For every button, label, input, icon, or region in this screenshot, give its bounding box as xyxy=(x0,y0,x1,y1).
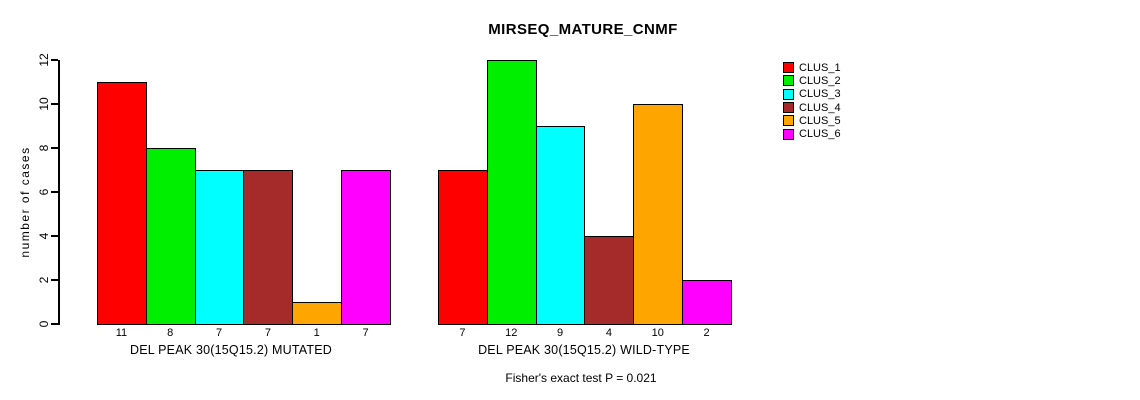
legend-item-clus_3: CLUS_3 xyxy=(783,88,841,101)
y-tick-mark xyxy=(51,191,58,193)
legend-item-label: CLUS_3 xyxy=(799,88,841,101)
bar-clus_2-mutated xyxy=(145,148,196,326)
bar-value-label-mutated-1: 11 xyxy=(115,327,128,339)
bar-value-label-wildtype-6: 2 xyxy=(703,327,710,339)
bar-value-label-mutated-6: 7 xyxy=(362,327,369,339)
bar-clus_6-wildtype xyxy=(682,280,732,326)
y-tick-mark xyxy=(51,103,58,105)
bar-value-label-mutated-3: 7 xyxy=(216,327,223,339)
bar-clus_2-wildtype xyxy=(486,60,537,326)
legend-item-label: CLUS_4 xyxy=(799,101,841,114)
legend-item-clus_6: CLUS_6 xyxy=(783,127,841,140)
legend-item-clus_1: CLUS_1 xyxy=(783,61,841,74)
legend-item-label: CLUS_6 xyxy=(799,128,841,141)
bar-clus_3-mutated xyxy=(194,170,245,326)
y-tick-mark xyxy=(51,323,58,325)
bar-clus_3-wildtype xyxy=(535,126,586,326)
y-tick-mark xyxy=(51,59,58,61)
bar-value-label-wildtype-3: 9 xyxy=(557,327,564,339)
chart-title: MIRSEQ_MATURE_CNMF xyxy=(488,21,678,38)
bar-clus_1-wildtype xyxy=(438,170,488,326)
y-tick-mark xyxy=(51,235,58,237)
legend-swatch-icon xyxy=(783,102,794,114)
y-tick-mark xyxy=(51,279,58,281)
legend-swatch-icon xyxy=(783,88,794,100)
bar-value-label-mutated-4: 7 xyxy=(264,327,271,339)
bar-value-label-mutated-2: 8 xyxy=(167,327,174,339)
bar-clus_1-mutated xyxy=(97,82,147,326)
legend-item-label: CLUS_1 xyxy=(799,61,841,74)
y-tick-mark xyxy=(51,147,58,149)
bar-value-label-wildtype-5: 10 xyxy=(651,327,664,339)
bar-value-label-mutated-5: 1 xyxy=(313,327,320,339)
group-label-wildtype: DEL PEAK 30(15Q15.2) WILD-TYPE xyxy=(478,343,690,357)
fisher-test-annotation: Fisher's exact test P = 0.021 xyxy=(505,371,657,385)
bar-clus_5-wildtype xyxy=(633,104,684,326)
legend-swatch-icon xyxy=(783,62,794,74)
legend: CLUS_1 CLUS_2 CLUS_3 CLUS_4 CLUS_5 CLUS_6 xyxy=(783,61,841,141)
bar-value-label-wildtype-2: 12 xyxy=(505,327,518,339)
legend-item-label: CLUS_2 xyxy=(799,74,841,87)
bar-value-label-wildtype-1: 7 xyxy=(459,327,466,339)
legend-swatch-icon xyxy=(783,75,794,87)
legend-item-clus_4: CLUS_4 xyxy=(783,101,841,114)
legend-item-clus_2: CLUS_2 xyxy=(783,74,841,87)
bar-clus_4-wildtype xyxy=(584,236,635,326)
bar-value-label-wildtype-4: 4 xyxy=(605,327,612,339)
legend-swatch-icon xyxy=(783,115,794,127)
bar-clus_6-mutated xyxy=(341,170,391,326)
legend-item-label: CLUS_5 xyxy=(799,114,841,127)
group-label-mutated: DEL PEAK 30(15Q15.2) MUTATED xyxy=(130,343,332,357)
y-axis-line xyxy=(58,60,60,325)
legend-item-clus_5: CLUS_5 xyxy=(783,114,841,127)
bar-clus_4-mutated xyxy=(243,170,294,326)
bar-clus_5-mutated xyxy=(292,302,343,326)
legend-swatch-icon xyxy=(783,128,794,140)
